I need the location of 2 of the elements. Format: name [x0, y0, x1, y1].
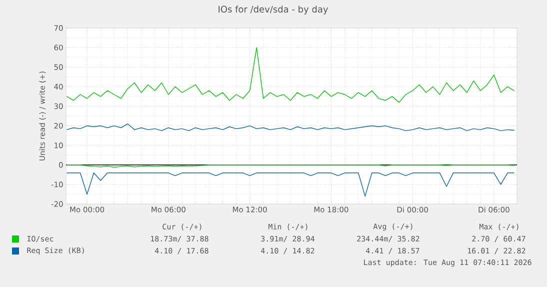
- line-series: [66, 47, 515, 103]
- chart-title: IOs for /dev/sda - by day: [218, 6, 328, 14]
